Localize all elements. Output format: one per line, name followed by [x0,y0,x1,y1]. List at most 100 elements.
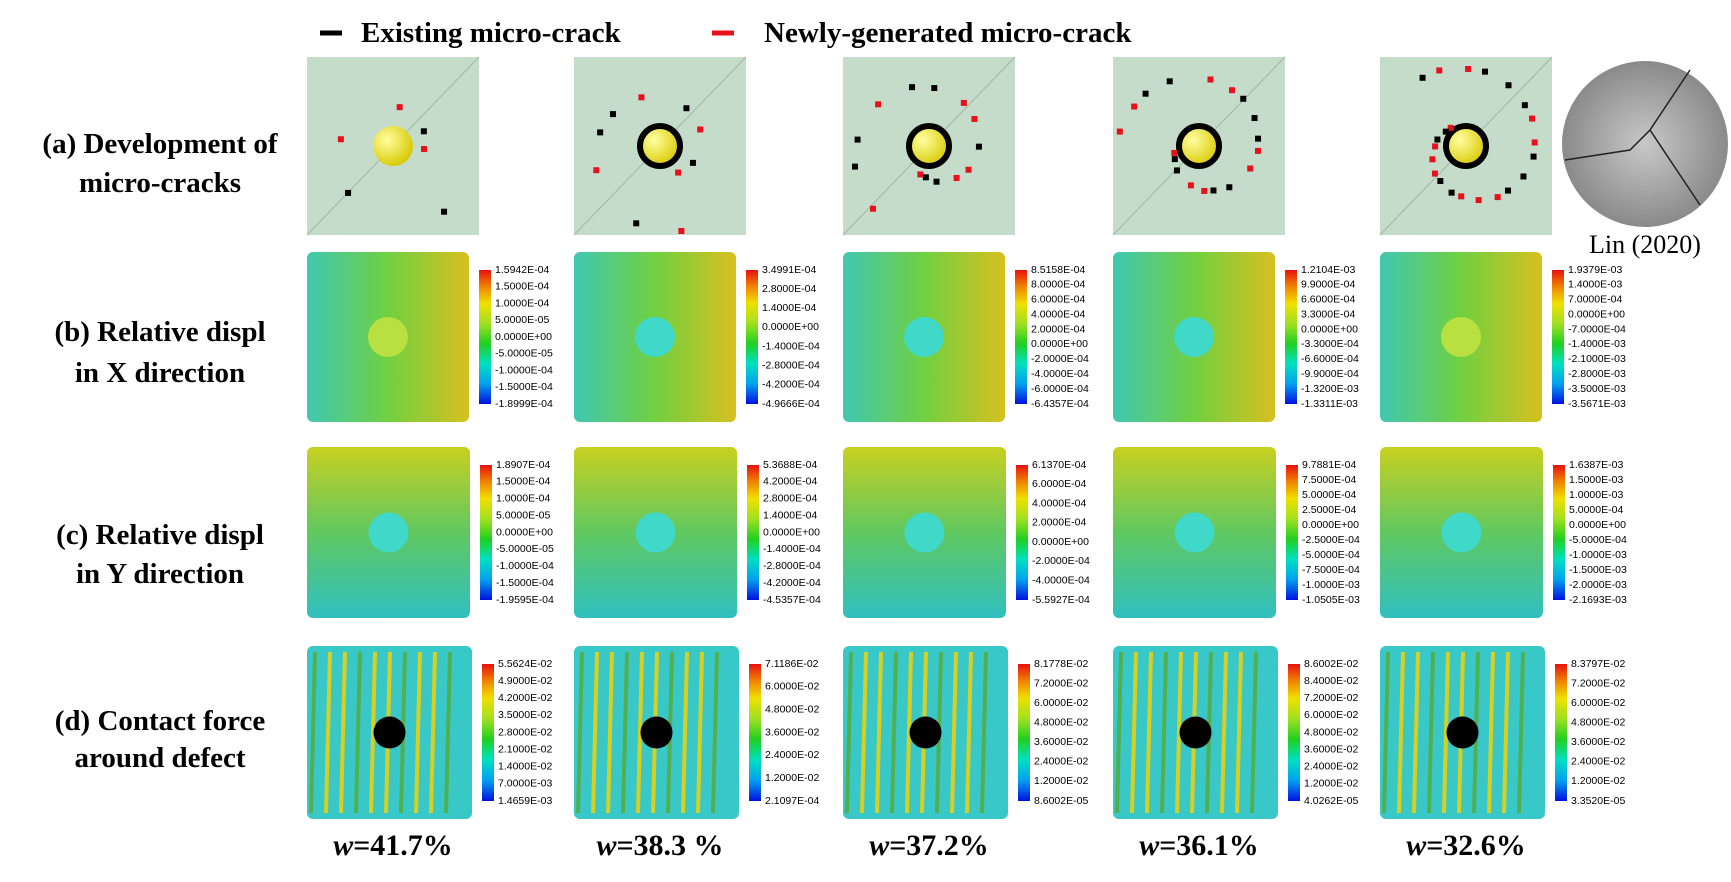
crack-marker [441,208,448,215]
force-chain [339,651,347,814]
crack-marker [875,101,882,108]
photo-crack [1564,69,1701,206]
colorbar-label: 6.0000E-04 [1032,478,1086,490]
colorbar-label: 4.0000E-04 [1031,308,1085,320]
column-value: =41.7% [353,829,453,862]
force-chain [576,651,584,814]
force-chain [1397,651,1405,814]
colorbar-label: 7.5000E-04 [1302,474,1356,486]
colorbar [1015,270,1027,404]
colorbar-label: 4.0000E-04 [1032,497,1086,509]
defect-ball [637,123,683,169]
crack-marker [1210,187,1217,194]
colorbar-label: 7.2000E-02 [1304,692,1358,704]
colorbar-label: 7.0000E-04 [1568,294,1622,306]
defect-ball [1441,317,1481,357]
colorbar [482,664,494,801]
crack-marker [1207,76,1214,83]
colorbar-label: 0.0000E+00 [1568,308,1625,320]
force-chain [890,651,898,814]
colorbar-label: -3.5000E-03 [1568,383,1626,395]
colorbar-label: 3.3000E-04 [1301,308,1355,320]
colorbar-label: 1.6387E-03 [1569,459,1623,471]
crack-marker [1529,115,1536,122]
crack-marker [1448,189,1455,196]
colorbar-label: -1.0505E-03 [1302,594,1360,606]
specimen-photo [1562,61,1728,227]
colorbar-label: 0.0000E+00 [1031,338,1088,350]
colorbar-label: 8.4000E-02 [1304,675,1358,687]
colorbar-label: -5.5927E-04 [1032,594,1090,606]
colorbar-label: -2.8000E-04 [763,560,821,572]
defect-ball [1174,317,1214,357]
colorbar-label: 6.0000E-02 [765,681,819,693]
colorbar-label: 6.0000E-02 [1304,709,1358,721]
force-chain [429,651,437,814]
row-label: (a) Development of [42,128,278,160]
crack-marker [1201,187,1208,194]
colorbar-label: 3.6000E-02 [1571,736,1625,748]
crack-marker [965,166,972,173]
colorbar-label: -5.0000E-05 [496,543,554,555]
defect-hole [1179,716,1212,749]
column-variable: w [596,829,617,862]
force-chain [1175,651,1183,814]
colorbar-label: 1.4000E-02 [498,761,552,773]
colorbar-label: 1.5000E-04 [495,281,549,293]
crack-marker [1251,115,1258,122]
crack-marker [683,105,690,112]
force-chain [980,651,988,814]
colorbar [1285,270,1297,404]
colorbar-label: 0.0000E+00 [762,321,819,333]
column-label: w=36.1% [1139,829,1259,862]
colorbar-label: -2.8000E-04 [762,359,820,371]
force-chain [696,651,704,814]
row-label: in X direction [75,357,245,389]
crack-marker [1521,102,1528,109]
colorbar-label: -1.4000E-03 [1568,338,1626,350]
colorbar-label: -4.0000E-04 [1032,574,1090,586]
crack-marker [1436,67,1443,74]
colorbar-label: 0.0000E+00 [1301,323,1358,335]
crack-marker [1131,103,1138,110]
column-label: w=37.2% [869,829,989,862]
crack-marker [1437,178,1444,185]
colorbar-label: 8.6002E-05 [1034,795,1088,807]
colorbar-label: -1.0000E-03 [1569,549,1627,561]
force-chain [1235,651,1243,814]
colorbar-label: 4.2000E-02 [498,692,552,704]
column-variable: w [869,829,890,862]
colorbar-label: 4.8000E-02 [765,703,819,715]
colorbar-label: -1.3200E-03 [1301,383,1359,395]
defect-ball [1443,123,1489,169]
crack-marker [593,167,600,174]
colorbar-label: 7.2000E-02 [1034,677,1088,689]
crack-marker [1475,197,1482,204]
crack-marker [1429,156,1436,163]
colorbar-label: 2.8000E-04 [762,283,816,295]
column-label: w=32.6% [1406,829,1526,862]
column-value: =32.6% [1426,829,1526,862]
defect-ball [635,512,676,553]
crack-marker [697,126,704,133]
colorbar-label: 1.2000E-02 [1034,775,1088,787]
column-variable: w [1406,829,1427,862]
colorbar-label: -1.4000E-04 [762,340,820,352]
crack-marker [869,205,876,212]
colorbar-label: 4.8000E-02 [1034,716,1088,728]
crack-marker [1458,193,1465,200]
force-chain [905,651,913,814]
colorbar-label: -2.0000E-04 [1031,353,1089,365]
colorbar-label: 8.5158E-04 [1031,264,1085,276]
column-label: w=38.3 % [596,829,723,862]
colorbar-label: 5.0000E-05 [496,509,550,521]
colorbar-label: 9.9000E-04 [1301,279,1355,291]
colorbar-label: 9.7881E-04 [1302,459,1356,471]
force-chain [591,651,599,814]
crack-marker [1166,78,1173,85]
colorbar-label: -4.0000E-04 [1031,368,1089,380]
crack-marker [597,129,604,136]
row-label: (d) Contact force [55,705,266,737]
defect-hole [909,716,942,749]
crack-marker [421,146,427,152]
